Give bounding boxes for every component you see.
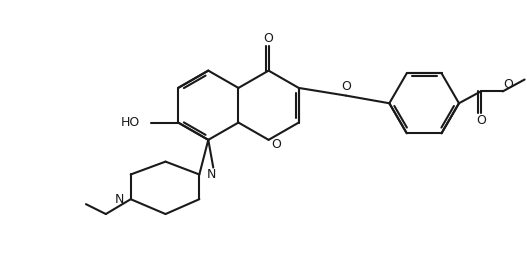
- Text: O: O: [264, 33, 274, 45]
- Text: O: O: [341, 80, 351, 93]
- Text: O: O: [476, 114, 486, 126]
- Text: N: N: [206, 168, 216, 181]
- Text: N: N: [114, 193, 124, 206]
- Text: O: O: [271, 138, 281, 151]
- Text: O: O: [503, 78, 513, 91]
- Text: HO: HO: [121, 116, 140, 129]
